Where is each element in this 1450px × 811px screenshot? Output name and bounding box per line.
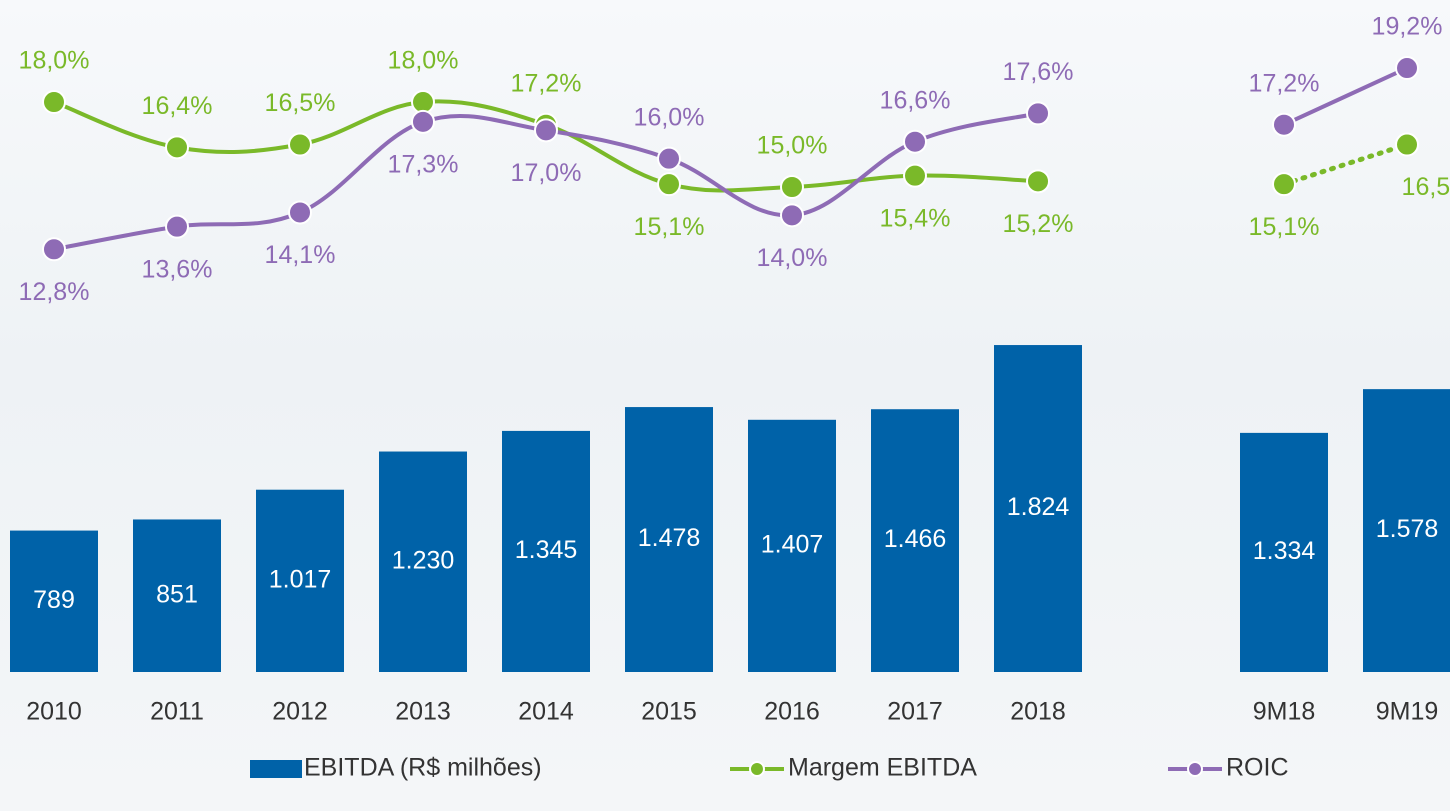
line-value-label: 12,8% (19, 278, 90, 306)
bar (10, 530, 98, 672)
line-marker (42, 237, 66, 262)
bar-value-label: 1.466 (884, 525, 947, 553)
x-tick-label: 2014 (518, 698, 574, 726)
bar-value-label: 1.407 (761, 531, 824, 559)
line-value-label: 17,2% (511, 69, 582, 97)
bar (871, 409, 959, 672)
legend-label: Margem EBITDA (788, 754, 977, 782)
line-value-label: 17,0% (511, 159, 582, 187)
line-marker (903, 163, 927, 188)
bar-value-label: 1.578 (1376, 515, 1439, 543)
line-value-label: 13,6% (142, 255, 213, 283)
x-tick-label: 2015 (641, 698, 697, 726)
bar (748, 419, 836, 672)
line-value-label: 18,0% (388, 47, 459, 75)
line-value-label: 15,2% (1003, 210, 1074, 238)
line-marker (534, 118, 558, 143)
line-marker (165, 135, 189, 160)
line-marker (411, 109, 435, 134)
x-tick-label: 2011 (150, 698, 204, 726)
bar-value-label: 1.017 (269, 565, 332, 593)
legend-label: ROIC (1226, 754, 1289, 782)
legend-swatch (749, 761, 765, 777)
bar (379, 451, 467, 672)
line-marker (780, 203, 804, 228)
line-marker (1272, 112, 1296, 137)
bar (1363, 389, 1450, 672)
line-marker (1395, 56, 1419, 81)
line-marker (165, 214, 189, 239)
line-marker (1395, 132, 1419, 157)
line-value-label: 16,6% (880, 86, 951, 114)
bar-value-label: 789 (33, 586, 75, 614)
x-tick-label: 2016 (764, 698, 820, 726)
line-value-label: 17,6% (1003, 58, 1074, 86)
line-value-label: 16,4% (142, 92, 213, 120)
bar (256, 489, 344, 672)
line-value-label: 14,0% (757, 244, 828, 272)
x-tick-label: 2018 (1010, 698, 1066, 726)
bar-value-label: 851 (156, 580, 198, 608)
bar (133, 519, 221, 672)
bar (502, 430, 590, 672)
line-value-label: 15,0% (757, 132, 828, 160)
x-tick-label: 9M18 (1253, 698, 1316, 726)
line-marker (657, 172, 681, 197)
line-value-label: 16,0% (634, 103, 705, 131)
line-value-label: 19,2% (1372, 13, 1443, 41)
line-value-label: 15,1% (1249, 213, 1320, 241)
line-marker (288, 132, 312, 157)
legend-label: EBITDA (R$ milhões) (304, 754, 542, 782)
line-value-label: 18,0% (19, 47, 90, 75)
bar-value-label: 1.230 (392, 546, 455, 574)
legend-swatch (1187, 761, 1203, 777)
line-marker (288, 200, 312, 225)
line-marker (42, 90, 66, 115)
line-value-label: 16,5% (265, 89, 336, 117)
bar (1240, 432, 1328, 672)
x-tick-label: 9M19 (1376, 698, 1439, 726)
line-marker (1026, 169, 1050, 194)
bar (625, 407, 713, 672)
legend-swatch (250, 760, 302, 778)
line-marker (903, 129, 927, 154)
line-marker (1272, 172, 1296, 197)
line-value-label: 16,5% (1402, 173, 1450, 201)
line-value-label: 17,2% (1249, 69, 1320, 97)
x-tick-label: 2013 (395, 698, 451, 726)
line-marker (1026, 101, 1050, 126)
bar-value-label: 1.824 (1007, 493, 1070, 521)
x-tick-label: 2012 (272, 698, 328, 726)
line-marker (411, 90, 435, 115)
line-value-label: 17,3% (388, 150, 459, 178)
bar-value-label: 1.478 (638, 524, 701, 552)
x-tick-label: 2010 (26, 698, 82, 726)
line-value-label: 15,1% (634, 213, 705, 241)
bar-value-label: 1.345 (515, 536, 578, 564)
x-tick-label: 2017 (887, 698, 943, 726)
line-value-label: 15,4% (880, 204, 951, 232)
line-marker (780, 175, 804, 199)
line-marker (657, 146, 681, 171)
bar-value-label: 1.334 (1253, 537, 1316, 565)
line-value-label: 14,1% (265, 241, 336, 269)
bar (994, 345, 1082, 672)
